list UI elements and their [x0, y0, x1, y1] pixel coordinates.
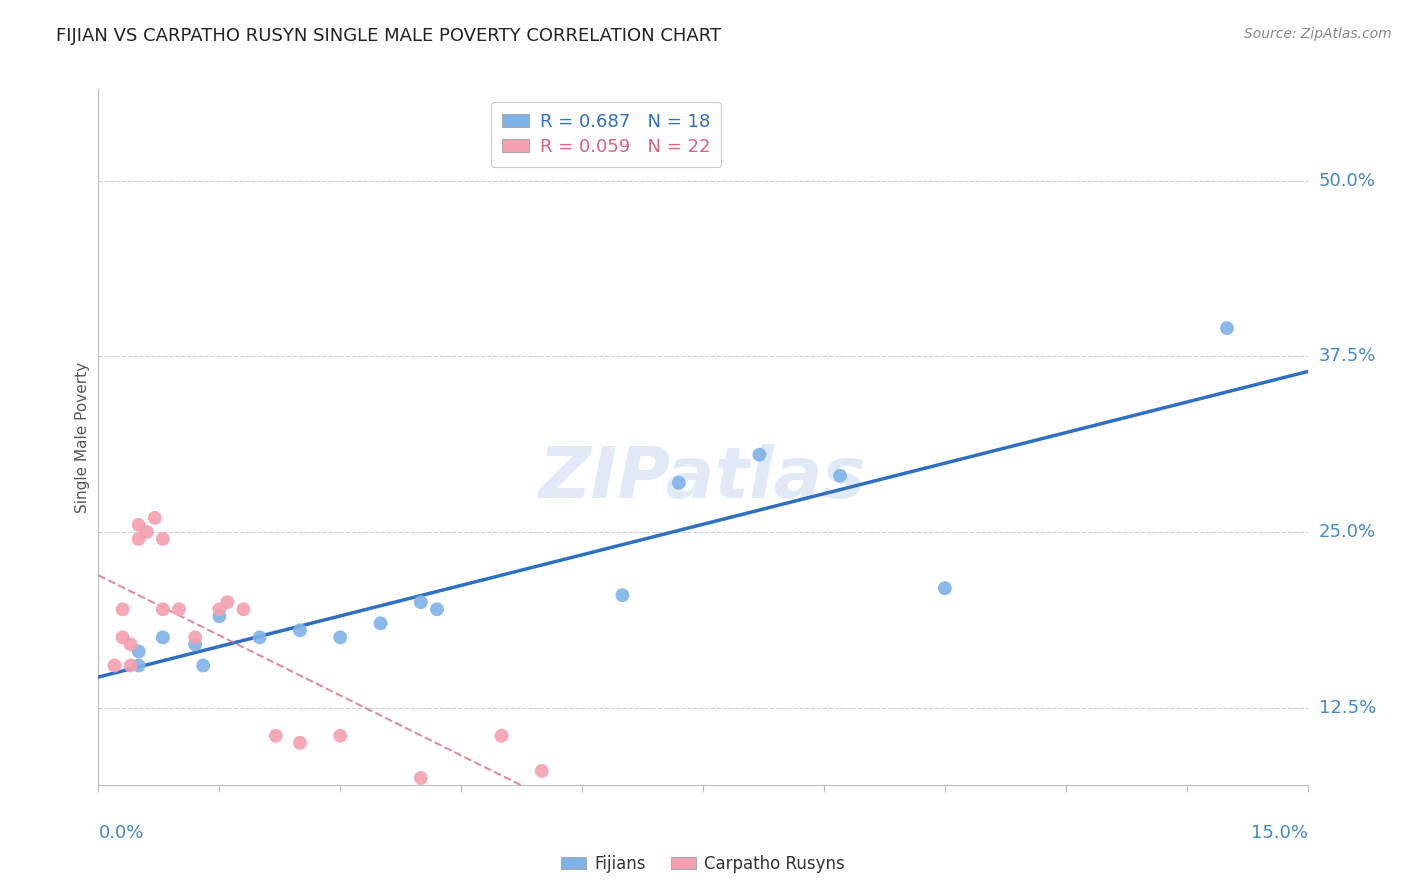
Point: [748, 448, 770, 462]
Legend: R = 0.687   N = 18, R = 0.059   N = 22: R = 0.687 N = 18, R = 0.059 N = 22: [491, 102, 721, 167]
Y-axis label: Single Male Poverty: Single Male Poverty: [75, 361, 90, 513]
Point: [232, 602, 254, 616]
Point: [409, 595, 432, 609]
Point: [143, 511, 166, 525]
Point: [103, 658, 125, 673]
Text: 12.5%: 12.5%: [1319, 698, 1376, 716]
Point: [184, 637, 207, 651]
Text: 25.0%: 25.0%: [1319, 523, 1376, 541]
Point: [128, 644, 150, 658]
Point: [329, 631, 352, 645]
Point: [530, 764, 553, 778]
Point: [167, 602, 190, 616]
Point: [288, 736, 311, 750]
Legend: Fijians, Carpatho Rusyns: Fijians, Carpatho Rusyns: [554, 848, 852, 880]
Text: 50.0%: 50.0%: [1319, 171, 1375, 190]
Point: [111, 631, 134, 645]
Point: [128, 532, 150, 546]
Point: [217, 595, 239, 609]
Point: [934, 581, 956, 595]
Text: 37.5%: 37.5%: [1319, 347, 1376, 365]
Point: [184, 631, 207, 645]
Point: [120, 658, 142, 673]
Point: [264, 729, 287, 743]
Point: [828, 468, 851, 483]
Point: [249, 631, 271, 645]
Point: [208, 609, 231, 624]
Point: [128, 658, 150, 673]
Point: [152, 602, 174, 616]
Point: [329, 729, 352, 743]
Point: [152, 631, 174, 645]
Point: [111, 602, 134, 616]
Point: [409, 771, 432, 785]
Point: [128, 517, 150, 532]
Text: Source: ZipAtlas.com: Source: ZipAtlas.com: [1244, 27, 1392, 41]
Point: [152, 532, 174, 546]
Point: [491, 729, 513, 743]
Point: [1216, 321, 1239, 335]
Text: FIJIAN VS CARPATHO RUSYN SINGLE MALE POVERTY CORRELATION CHART: FIJIAN VS CARPATHO RUSYN SINGLE MALE POV…: [56, 27, 721, 45]
Text: 15.0%: 15.0%: [1250, 824, 1308, 842]
Point: [612, 588, 634, 602]
Point: [208, 602, 231, 616]
Point: [370, 616, 392, 631]
Point: [668, 475, 690, 490]
Point: [288, 624, 311, 638]
Text: ZIPatlas: ZIPatlas: [540, 444, 866, 513]
Point: [193, 658, 215, 673]
Point: [135, 524, 157, 539]
Point: [426, 602, 449, 616]
Point: [120, 637, 142, 651]
Text: 0.0%: 0.0%: [98, 824, 143, 842]
